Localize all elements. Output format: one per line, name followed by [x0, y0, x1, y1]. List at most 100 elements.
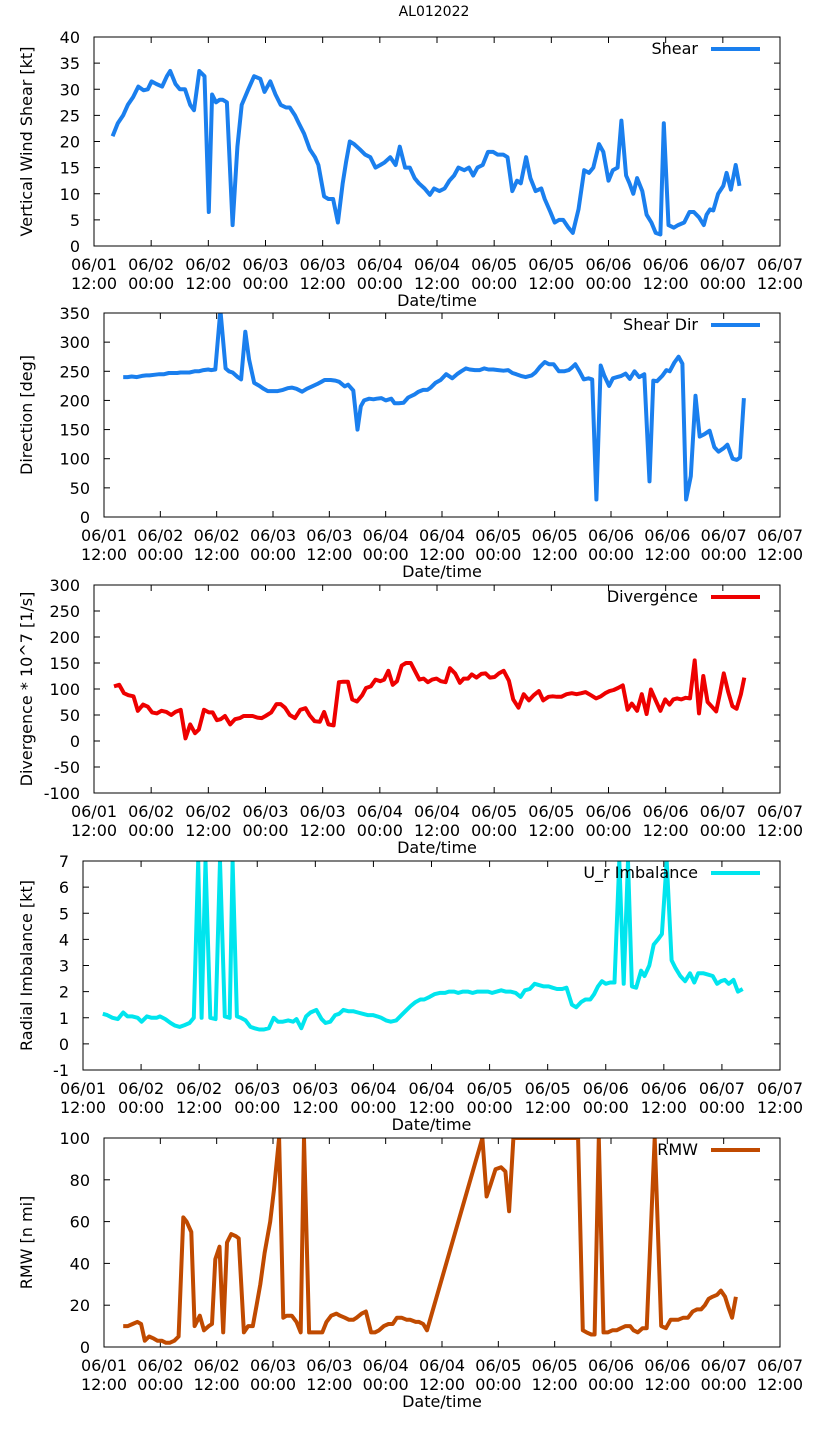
- ytick-label: 2: [59, 983, 69, 1002]
- xtick-label-time: 00:00: [357, 821, 403, 840]
- xtick-label-time: 00:00: [242, 821, 288, 840]
- ytick-label: 300: [49, 576, 80, 595]
- ytick-label: 100: [49, 680, 80, 699]
- ytick-label: 5: [59, 904, 69, 923]
- ytick-label: 200: [49, 628, 80, 647]
- plot-frame: [103, 1137, 781, 1348]
- y-axis-label: RMW [n mi]: [17, 1196, 36, 1290]
- rmw-panel: 02040608010006/0112:0006/0200:0006/0212:…: [17, 1129, 803, 1411]
- xtick-label-date: 06/05: [475, 1356, 521, 1375]
- xtick-label-time: 12:00: [185, 821, 231, 840]
- ytick-label: 0: [70, 732, 80, 751]
- xtick-label-date: 06/07: [757, 1356, 803, 1375]
- xtick-label-time: 00:00: [471, 821, 517, 840]
- xtick-label-date: 06/07: [700, 802, 746, 821]
- xtick-label-date: 06/07: [757, 1079, 803, 1098]
- xtick-label-date: 06/02: [137, 1356, 183, 1375]
- xtick-label-date: 06/07: [757, 802, 803, 821]
- xtick-label-date: 06/03: [300, 255, 346, 274]
- xtick-label-time: 12:00: [644, 545, 690, 564]
- xtick-label-time: 12:00: [532, 545, 578, 564]
- xtick-label-time: 12:00: [71, 821, 117, 840]
- ytick-label: 250: [49, 602, 80, 621]
- ytick-label: -100: [44, 784, 80, 803]
- xtick-label-time: 12:00: [528, 821, 574, 840]
- shear-panel: 051015202530354006/0112:0006/0200:0006/0…: [17, 28, 803, 310]
- xtick-label-date: 06/02: [128, 255, 174, 274]
- ytick-label: 7: [59, 852, 69, 871]
- xtick-label-date: 06/05: [471, 802, 517, 821]
- xtick-label-date: 06/02: [176, 1079, 222, 1098]
- ytick-label: 1: [59, 1009, 69, 1028]
- xtick-label-time: 00:00: [363, 1375, 409, 1394]
- x-axis-label: Date/time: [397, 838, 477, 857]
- xtick-label-time: 00:00: [583, 1098, 629, 1117]
- y-axis-label: Direction [deg]: [17, 355, 36, 475]
- xtick-label-date: 06/07: [757, 255, 803, 274]
- ytick-label: 150: [59, 421, 90, 440]
- xtick-label-date: 06/05: [471, 255, 517, 274]
- xtick-label-date: 06/03: [234, 1079, 280, 1098]
- xtick-label-date: 06/03: [250, 1356, 296, 1375]
- ytick-label: 15: [60, 159, 80, 178]
- xtick-label-date: 06/05: [532, 1356, 578, 1375]
- legend-label: RMW: [657, 1140, 698, 1159]
- y-axis-label: Vertical Wind Shear [kt]: [17, 47, 36, 237]
- xtick-label-time: 00:00: [588, 1375, 634, 1394]
- xtick-label-date: 06/06: [588, 526, 634, 545]
- xtick-label-time: 12:00: [757, 274, 803, 293]
- legend-label: U_r Imbalance: [583, 863, 698, 883]
- x-axis-label: Date/time: [392, 1115, 472, 1134]
- xtick-label-time: 12:00: [60, 1098, 106, 1117]
- xtick-label-date: 06/06: [644, 1356, 690, 1375]
- chart-title: AL012022: [399, 4, 470, 20]
- ytick-label: 0: [80, 508, 90, 527]
- radial-panel: -10123456706/0112:0006/0200:0006/0212:00…: [17, 852, 803, 1134]
- xtick-label-time: 00:00: [699, 1098, 745, 1117]
- xtick-label-date: 06/03: [306, 1356, 352, 1375]
- xtick-label-time: 12:00: [643, 274, 689, 293]
- ytick-label: 35: [60, 54, 80, 73]
- xtick-label-time: 12:00: [414, 821, 460, 840]
- xtick-label-date: 06/01: [60, 1079, 106, 1098]
- xtick-label-time: 00:00: [475, 1375, 521, 1394]
- xtick-label-date: 06/07: [757, 526, 803, 545]
- x-axis-label: Date/time: [402, 562, 482, 581]
- xtick-label-date: 06/02: [194, 526, 240, 545]
- xtick-label-time: 00:00: [350, 1098, 396, 1117]
- xtick-label-date: 06/06: [641, 1079, 687, 1098]
- ytick-label: 0: [59, 1035, 69, 1054]
- xtick-label-date: 06/05: [467, 1079, 513, 1098]
- ytick-label: 25: [60, 106, 80, 125]
- xtick-label-date: 06/04: [419, 1356, 465, 1375]
- x-axis-label: Date/time: [397, 291, 477, 310]
- radial-series-line: [102, 861, 744, 1032]
- xtick-label-date: 06/06: [643, 255, 689, 274]
- xtick-label-date: 06/05: [528, 802, 574, 821]
- xtick-label-time: 12:00: [194, 545, 240, 564]
- ytick-label: 100: [59, 1129, 90, 1148]
- ytick-label: -50: [54, 758, 80, 777]
- xtick-label-date: 06/03: [306, 526, 352, 545]
- xtick-label-time: 00:00: [234, 1098, 280, 1117]
- xtick-label-time: 00:00: [250, 1375, 296, 1394]
- legend-label: Shear Dir: [623, 315, 698, 334]
- xtick-label-date: 06/04: [350, 1079, 396, 1098]
- xtick-label-time: 00:00: [118, 1098, 164, 1117]
- xtick-label-time: 00:00: [475, 545, 521, 564]
- x-axis-label: Date/time: [402, 1392, 482, 1411]
- xtick-label-date: 06/04: [414, 255, 460, 274]
- xtick-label-date: 06/06: [585, 802, 631, 821]
- xtick-label-date: 06/07: [701, 526, 747, 545]
- xtick-label-time: 12:00: [643, 821, 689, 840]
- xtick-label-date: 06/06: [583, 1079, 629, 1098]
- xtick-label-time: 00:00: [701, 1375, 747, 1394]
- xtick-label-date: 06/02: [118, 1079, 164, 1098]
- plot-frame: [82, 860, 781, 1071]
- xtick-label-time: 00:00: [585, 274, 631, 293]
- divergence-series-line: [113, 658, 747, 741]
- xtick-label-date: 06/02: [185, 802, 231, 821]
- xtick-label-time: 12:00: [185, 274, 231, 293]
- xtick-label-date: 06/07: [701, 1356, 747, 1375]
